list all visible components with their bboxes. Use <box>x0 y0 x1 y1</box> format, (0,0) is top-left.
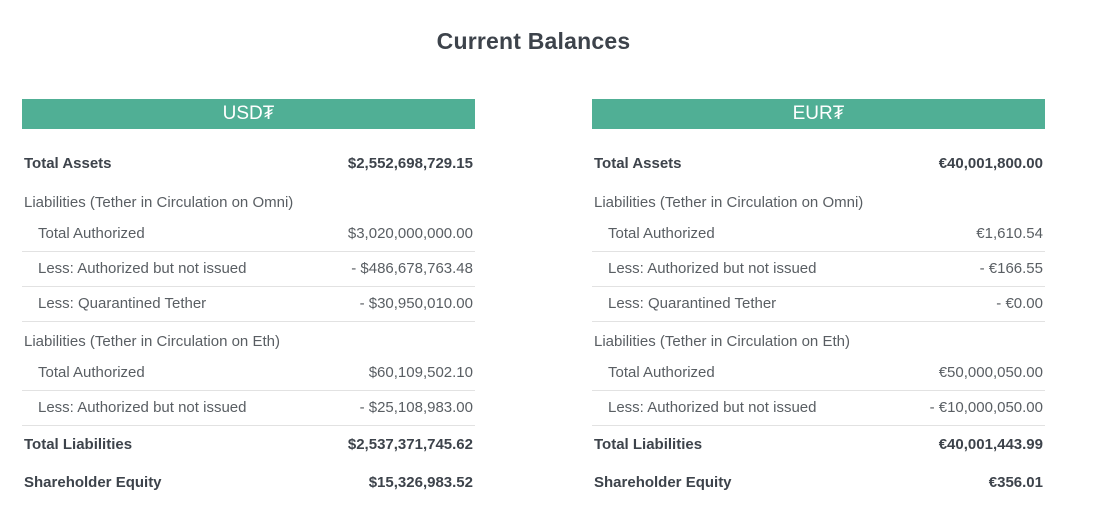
row-value: - $25,108,983.00 <box>359 399 473 416</box>
row-label: Shareholder Equity <box>24 474 162 491</box>
table-row: Less: Authorized but not issued - $25,10… <box>22 391 475 426</box>
page-title: Current Balances <box>436 28 631 54</box>
table-body: Total Assets $2,552,698,729.15 Liabiliti… <box>22 129 475 502</box>
table-body: Total Assets €40,001,800.00 Liabilities … <box>592 129 1045 502</box>
row-label: Shareholder Equity <box>594 474 732 491</box>
table-row: Total Authorized €1,610.54 <box>592 217 1045 252</box>
table-row: Less: Authorized but not issued - €10,00… <box>592 391 1045 426</box>
row-label: Less: Authorized but not issued <box>608 260 817 277</box>
row-value: €356.01 <box>988 474 1043 491</box>
table-row: Liabilities (Tether in Circulation on Et… <box>592 322 1045 356</box>
row-label: Less: Quarantined Tether <box>608 295 777 312</box>
row-value: - $30,950,010.00 <box>359 295 473 312</box>
row-value: $2,552,698,729.15 <box>347 155 473 172</box>
row-value: $60,109,502.10 <box>368 364 473 381</box>
row-label: Less: Authorized but not issued <box>608 399 817 416</box>
table-row: Liabilities (Tether in Circulation on Et… <box>22 322 475 356</box>
row-value: €50,000,050.00 <box>938 364 1043 381</box>
table-row: Liabilities (Tether in Circulation on Om… <box>22 183 475 217</box>
row-label: Total Authorized <box>38 225 145 242</box>
table-header-band: USD₮ <box>22 99 475 129</box>
row-label: Liabilities (Tether in Circulation on Et… <box>24 333 280 350</box>
row-label: Less: Authorized but not issued <box>38 260 247 277</box>
table-row: Less: Quarantined Tether - €0.00 <box>592 287 1045 322</box>
currency-table-usdt: USD₮ Total Assets $2,552,698,729.15 Liab… <box>22 99 475 502</box>
row-label: Total Assets <box>594 155 682 172</box>
currency-table-eurt: EUR₮ Total Assets €40,001,800.00 Liabili… <box>592 99 1045 502</box>
table-row: Less: Authorized but not issued - $486,6… <box>22 252 475 287</box>
row-value: €40,001,443.99 <box>938 436 1043 453</box>
table-row: Total Assets €40,001,800.00 <box>592 145 1045 183</box>
table-row: Total Authorized $60,109,502.10 <box>22 356 475 391</box>
row-value: $2,537,371,745.62 <box>347 436 473 453</box>
table-row: Total Liabilities €40,001,443.99 <box>592 426 1045 464</box>
table-row: Less: Authorized but not issued - €166.5… <box>592 252 1045 287</box>
row-value: - €166.55 <box>979 260 1043 277</box>
row-value: - €10,000,050.00 <box>929 399 1043 416</box>
row-label: Liabilities (Tether in Circulation on Om… <box>24 194 294 211</box>
table-row: Shareholder Equity $15,326,983.52 <box>22 464 475 502</box>
row-label: Total Authorized <box>608 364 715 381</box>
row-value: €1,610.54 <box>976 225 1043 242</box>
content-area: Current Balances USD₮ Total Assets $2,55… <box>22 25 1045 502</box>
currency-label: EUR₮ <box>792 103 845 124</box>
table-row: Less: Quarantined Tether - $30,950,010.0… <box>22 287 475 322</box>
table-row: Total Liabilities $2,537,371,745.62 <box>22 426 475 464</box>
row-value: €40,001,800.00 <box>938 155 1043 172</box>
balance-tables: USD₮ Total Assets $2,552,698,729.15 Liab… <box>22 99 1045 502</box>
table-row: Total Assets $2,552,698,729.15 <box>22 145 475 183</box>
row-label: Less: Quarantined Tether <box>38 295 207 312</box>
table-row: Liabilities (Tether in Circulation on Om… <box>592 183 1045 217</box>
table-row: Shareholder Equity €356.01 <box>592 464 1045 502</box>
row-label: Liabilities (Tether in Circulation on Et… <box>594 333 850 350</box>
row-value: $3,020,000,000.00 <box>347 225 473 242</box>
currency-label: USD₮ <box>222 103 275 124</box>
table-row: Total Authorized $3,020,000,000.00 <box>22 217 475 252</box>
row-label: Total Liabilities <box>594 436 703 453</box>
row-label: Total Authorized <box>608 225 715 242</box>
table-header-band: EUR₮ <box>592 99 1045 129</box>
table-row: Total Authorized €50,000,050.00 <box>592 356 1045 391</box>
row-label: Total Assets <box>24 155 112 172</box>
row-label: Less: Authorized but not issued <box>38 399 247 416</box>
row-value: - €0.00 <box>996 295 1043 312</box>
row-label: Liabilities (Tether in Circulation on Om… <box>594 194 864 211</box>
row-value: $15,326,983.52 <box>368 474 473 491</box>
row-value: - $486,678,763.48 <box>351 260 473 277</box>
row-label: Total Authorized <box>38 364 145 381</box>
row-label: Total Liabilities <box>24 436 133 453</box>
